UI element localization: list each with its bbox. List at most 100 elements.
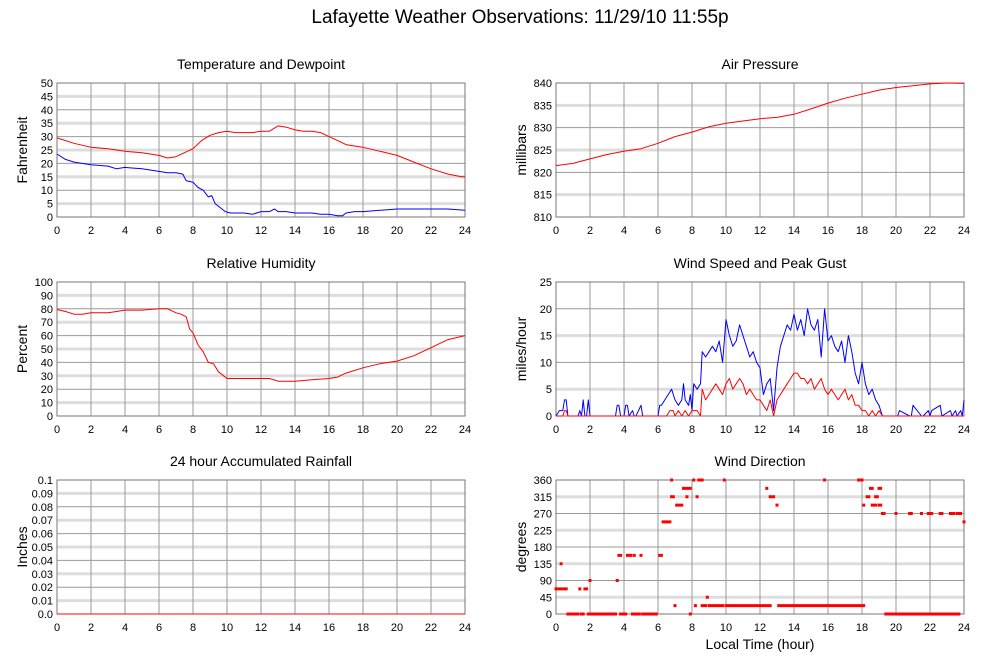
data-point bbox=[962, 520, 966, 524]
y-tick-label: 40 bbox=[41, 357, 53, 369]
data-point bbox=[877, 486, 883, 490]
x-tick-label: 8 bbox=[190, 424, 196, 436]
chart-title: Relative Humidity bbox=[207, 255, 316, 271]
y-tick-label: 840 bbox=[534, 78, 552, 90]
data-point bbox=[884, 612, 961, 616]
data-point bbox=[707, 604, 725, 608]
x-tick-label: 10 bbox=[720, 622, 732, 634]
data-point bbox=[955, 512, 963, 515]
y-tick-label: 30 bbox=[41, 371, 53, 383]
x-tick-label: 22 bbox=[924, 225, 936, 237]
x-tick-label: 4 bbox=[621, 424, 627, 436]
y-tick-label: 15 bbox=[540, 331, 552, 343]
y-tick-label: 40 bbox=[41, 105, 53, 117]
data-point bbox=[920, 512, 923, 515]
x-tick-label: 4 bbox=[122, 225, 128, 237]
y-tick-label: 10 bbox=[41, 185, 53, 197]
x-tick-label: 6 bbox=[655, 424, 661, 436]
y-tick-label: 70 bbox=[41, 317, 53, 329]
x-tick-label: 24 bbox=[958, 622, 970, 634]
x-tick-label: 20 bbox=[890, 424, 902, 436]
x-tick-label: 16 bbox=[323, 225, 335, 237]
x-tick-label: 8 bbox=[190, 622, 196, 634]
data-point bbox=[554, 587, 568, 591]
data-point bbox=[775, 503, 779, 507]
x-tick-label: 8 bbox=[190, 225, 196, 237]
x-tick-label: 6 bbox=[156, 622, 162, 634]
x-tick-label: 20 bbox=[890, 225, 902, 237]
chart-title: Wind Speed and Peak Gust bbox=[674, 255, 847, 271]
y-tick-label: 45 bbox=[540, 592, 552, 604]
data-point bbox=[566, 612, 580, 616]
y-tick-label: 45 bbox=[41, 91, 53, 103]
data-point bbox=[583, 587, 589, 591]
y-tick-label: 0 bbox=[47, 212, 53, 224]
x-tick-label: 10 bbox=[221, 424, 233, 436]
x-tick-label: 18 bbox=[856, 622, 868, 634]
plot-frame bbox=[555, 281, 965, 417]
y-tick-label: 820 bbox=[534, 167, 552, 179]
y-axis-label: Percent bbox=[14, 325, 30, 373]
x-tick-label: 16 bbox=[822, 225, 834, 237]
data-point bbox=[938, 512, 944, 515]
x-tick-label: 8 bbox=[689, 424, 695, 436]
y-tick-label: 5 bbox=[47, 199, 53, 211]
x-tick-label: 14 bbox=[788, 225, 800, 237]
data-point bbox=[823, 478, 827, 482]
y-tick-label: 315 bbox=[534, 492, 552, 504]
data-point bbox=[661, 520, 672, 524]
x-tick-label: 22 bbox=[425, 225, 437, 237]
x-tick-label: 14 bbox=[788, 622, 800, 634]
series-line-wind-speed bbox=[556, 372, 964, 417]
x-tick-label: 24 bbox=[958, 424, 970, 436]
data-point bbox=[869, 486, 874, 490]
y-tick-label: 810 bbox=[534, 212, 552, 224]
data-point bbox=[670, 495, 675, 499]
y-tick-label: 90 bbox=[540, 576, 552, 588]
x-axis-label: Local Time (hour) bbox=[705, 636, 815, 652]
y-tick-label: 835 bbox=[534, 100, 552, 112]
y-tick-label: 5 bbox=[546, 384, 552, 396]
x-tick-label: 12 bbox=[754, 424, 766, 436]
x-tick-label: 10 bbox=[221, 622, 233, 634]
x-tick-label: 2 bbox=[587, 225, 593, 237]
data-point bbox=[580, 612, 585, 616]
data-point bbox=[870, 503, 878, 507]
y-tick-label: 0 bbox=[546, 411, 552, 423]
series-line-relative-humidity bbox=[56, 308, 466, 382]
data-point bbox=[857, 478, 864, 482]
temperature-chart: Temperature and Dewpoint0510152025303540… bbox=[14, 56, 471, 237]
x-tick-label: 4 bbox=[621, 225, 627, 237]
x-tick-label: 4 bbox=[621, 622, 627, 634]
x-tick-label: 22 bbox=[924, 424, 936, 436]
chart-title: 24 hour Accumulated Rainfall bbox=[170, 453, 352, 469]
x-tick-label: 6 bbox=[655, 622, 661, 634]
x-tick-label: 16 bbox=[323, 622, 335, 634]
data-point bbox=[632, 553, 636, 557]
y-tick-label: 25 bbox=[41, 145, 53, 157]
y-tick-label: 20 bbox=[41, 384, 53, 396]
humidity-chart: Relative Humidity01020304050607080901000… bbox=[14, 255, 471, 436]
y-axis-label: Inches bbox=[14, 526, 30, 567]
y-tick-label: 0.01 bbox=[32, 596, 53, 608]
data-point bbox=[697, 478, 704, 482]
x-tick-label: 2 bbox=[587, 622, 593, 634]
x-tick-label: 10 bbox=[720, 424, 732, 436]
data-point bbox=[619, 612, 628, 616]
data-point bbox=[631, 612, 641, 616]
data-point bbox=[894, 512, 898, 515]
plot-frame bbox=[56, 82, 466, 218]
x-tick-label: 14 bbox=[289, 225, 301, 237]
x-tick-label: 14 bbox=[289, 622, 301, 634]
y-tick-label: 0.03 bbox=[32, 569, 53, 581]
x-tick-label: 24 bbox=[459, 424, 471, 436]
x-tick-label: 24 bbox=[459, 622, 471, 634]
x-tick-label: 0 bbox=[54, 225, 60, 237]
y-tick-label: 0.1 bbox=[38, 475, 53, 487]
y-tick-label: 0.06 bbox=[32, 529, 53, 541]
data-point bbox=[865, 495, 871, 499]
x-tick-label: 18 bbox=[357, 622, 369, 634]
data-point bbox=[685, 495, 689, 499]
series-line-pressure bbox=[555, 82, 965, 167]
